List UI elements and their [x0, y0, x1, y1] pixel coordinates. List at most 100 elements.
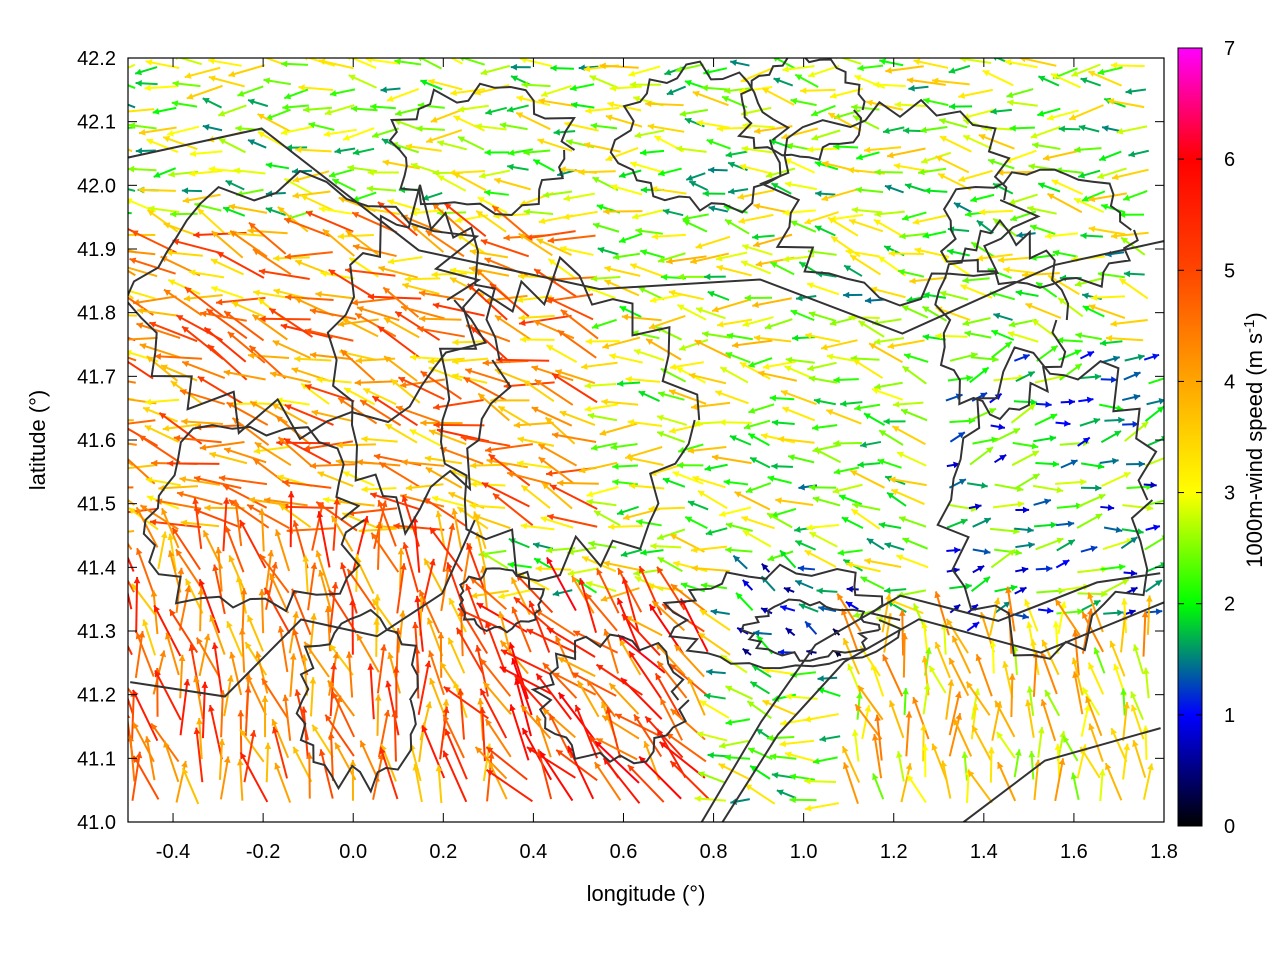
- wind-vector-head: [315, 550, 322, 558]
- wind-vector-head: [593, 222, 600, 229]
- wind-vector-head: [871, 387, 879, 395]
- wind-vector-head: [983, 517, 991, 524]
- wind-vector-head: [448, 491, 456, 499]
- wind-vector-head: [533, 320, 541, 327]
- wind-vector-head: [1074, 363, 1082, 371]
- wind-vector-head: [185, 578, 192, 586]
- wind-vector-head: [224, 526, 232, 533]
- wind-vector-head: [1088, 662, 1095, 670]
- wind-vector-head: [1019, 58, 1026, 63]
- wind-vector-head: [345, 230, 353, 237]
- wind-vector-head: [786, 142, 794, 150]
- wind-vector-head: [557, 330, 565, 337]
- wind-vector-head: [682, 214, 690, 222]
- wind-vector: [286, 527, 335, 532]
- wind-vector-head: [858, 685, 865, 693]
- wind-vector-head: [953, 604, 961, 612]
- wind-vector-head: [538, 217, 546, 225]
- wind-vector-head: [829, 319, 837, 327]
- wind-vector-head: [133, 577, 141, 584]
- wind-vector-head: [331, 582, 339, 589]
- wind-vector-head: [706, 668, 713, 676]
- wind-vector-head: [277, 206, 285, 214]
- wind-vector-head: [383, 317, 391, 324]
- wind-vector: [181, 360, 226, 379]
- wind-vector-head: [748, 433, 756, 440]
- wind-vector: [1145, 499, 1164, 507]
- wind-vector-head: [304, 383, 312, 391]
- wind-vector: [1144, 457, 1164, 467]
- wind-vector: [873, 733, 883, 779]
- wind-vector-head: [332, 652, 340, 659]
- wind-vector-head: [633, 348, 641, 356]
- wind-vector-head: [359, 740, 367, 748]
- wind-vector-head: [615, 713, 623, 720]
- wind-vector-head: [627, 765, 635, 772]
- wind-vector-head: [154, 670, 161, 678]
- wind-vector-head: [146, 495, 154, 502]
- wind-vector: [228, 555, 247, 593]
- wind-vector-head: [526, 747, 534, 754]
- wind-vector: [388, 652, 401, 694]
- wind-vector-head: [729, 435, 737, 442]
- wind-vector-head: [1045, 232, 1052, 240]
- wind-vector-head: [805, 621, 812, 629]
- wind-vector-head: [1097, 172, 1105, 180]
- contour-line: [388, 82, 576, 217]
- wind-vector: [535, 609, 576, 637]
- wind-vector-head: [864, 146, 871, 154]
- wind-vector-head: [506, 106, 514, 113]
- wind-vector-head: [877, 458, 885, 465]
- wind-vector-head: [676, 367, 684, 374]
- wind-vector-head: [692, 475, 700, 483]
- wind-vector-head: [991, 329, 999, 337]
- wind-vector-head: [145, 59, 153, 66]
- wind-vector-head: [199, 444, 207, 451]
- wind-vector-head: [1045, 690, 1052, 698]
- wind-vector: [354, 380, 399, 384]
- wind-vector-head: [375, 521, 383, 529]
- wind-vector-head: [255, 651, 262, 659]
- wind-vector-head: [639, 566, 646, 574]
- wind-vector-head: [873, 338, 881, 345]
- wind-vector-head: [750, 457, 758, 464]
- wind-vector-head: [151, 459, 158, 467]
- wind-vector: [594, 740, 640, 784]
- wind-vector-head: [604, 265, 612, 273]
- wind-vector: [616, 597, 641, 653]
- wind-vector-head: [873, 81, 880, 89]
- wind-vector: [263, 498, 308, 507]
- wind-vector-head: [656, 643, 663, 651]
- wind-vector-head: [485, 719, 492, 727]
- wind-vector-head: [968, 770, 975, 778]
- wind-vector-head: [588, 540, 595, 548]
- x-tick-label: 1.0: [790, 841, 818, 863]
- wind-vector-head: [230, 230, 238, 238]
- wind-vector-head: [548, 258, 556, 266]
- wind-vector: [128, 63, 136, 69]
- wind-vector-head: [789, 773, 797, 781]
- wind-vector-head: [1086, 351, 1094, 358]
- wind-vector-head: [1121, 579, 1129, 586]
- wind-vector: [551, 433, 597, 443]
- wind-vector-head: [1057, 336, 1064, 344]
- wind-vector-head: [659, 741, 667, 749]
- wind-vector-head: [546, 557, 553, 565]
- wind-vector: [669, 760, 710, 800]
- wind-vector-head: [284, 92, 292, 100]
- wind-vector: [247, 354, 290, 359]
- wind-vector-head: [878, 521, 886, 529]
- wind-vector: [155, 499, 202, 510]
- wind-vector-head: [450, 89, 457, 97]
- wind-vector-head: [204, 327, 212, 335]
- wind-vector-head: [587, 412, 595, 420]
- wind-vector: [376, 644, 386, 694]
- wind-vector-head: [516, 296, 524, 304]
- wind-vector: [377, 499, 397, 547]
- wind-vector-head: [858, 321, 866, 328]
- wind-vector-head: [399, 381, 407, 389]
- wind-vector-head: [509, 704, 516, 712]
- wind-vector-head: [1036, 282, 1044, 289]
- wind-vector-head: [731, 341, 739, 349]
- wind-vector-head: [978, 208, 986, 216]
